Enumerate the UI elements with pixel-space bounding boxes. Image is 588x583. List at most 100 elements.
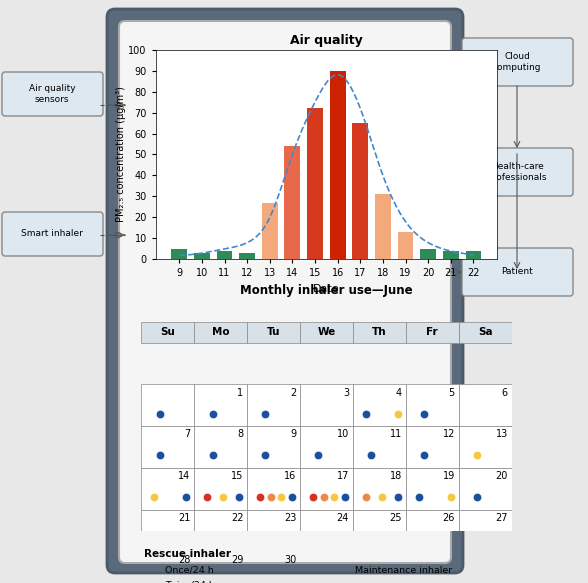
- Text: Rescue inhaler: Rescue inhaler: [143, 549, 230, 559]
- Bar: [353, 468, 406, 510]
- Bar: [141, 384, 194, 426]
- Text: 16: 16: [284, 471, 296, 481]
- Bar: [459, 510, 512, 552]
- Text: 10: 10: [337, 430, 349, 440]
- Bar: [330, 71, 346, 259]
- Bar: [406, 552, 459, 583]
- Bar: [459, 384, 512, 426]
- Text: 18: 18: [390, 471, 402, 481]
- Bar: [406, 468, 459, 510]
- Text: Fr: Fr: [426, 327, 438, 337]
- Bar: [420, 249, 436, 259]
- Text: Maintenance inhaler: Maintenance inhaler: [355, 566, 453, 575]
- Bar: [194, 426, 247, 468]
- Point: [208, 451, 218, 460]
- FancyBboxPatch shape: [462, 38, 573, 86]
- Text: Cloud
computing: Cloud computing: [493, 52, 541, 72]
- Point: [287, 493, 296, 502]
- FancyBboxPatch shape: [2, 212, 103, 256]
- Text: 14: 14: [178, 471, 191, 481]
- Point: [338, 566, 347, 575]
- Title: Air quality: Air quality: [290, 34, 363, 47]
- Text: 1: 1: [237, 388, 243, 398]
- Text: 17: 17: [337, 471, 349, 481]
- Text: Health-care
professionals: Health-care professionals: [487, 162, 547, 182]
- Text: Smart inhaler: Smart inhaler: [21, 230, 83, 238]
- Bar: [459, 468, 512, 510]
- Point: [155, 451, 164, 460]
- Bar: [194, 468, 247, 510]
- Text: 2: 2: [290, 388, 296, 398]
- Bar: [352, 123, 368, 259]
- Point: [260, 409, 270, 418]
- Bar: [247, 322, 300, 343]
- Bar: [141, 552, 194, 583]
- Text: 29: 29: [231, 555, 243, 565]
- Text: 11: 11: [390, 430, 402, 440]
- Bar: [262, 203, 278, 259]
- Text: 26: 26: [443, 513, 455, 523]
- Point: [340, 493, 349, 502]
- Text: 8: 8: [237, 430, 243, 440]
- Text: 13: 13: [496, 430, 508, 440]
- Bar: [353, 322, 406, 343]
- Bar: [247, 468, 300, 510]
- Bar: [141, 426, 194, 468]
- Point: [361, 409, 370, 418]
- Bar: [406, 426, 459, 468]
- Bar: [397, 232, 413, 259]
- Point: [472, 451, 482, 460]
- Text: We: We: [317, 327, 336, 337]
- Point: [308, 493, 318, 502]
- Bar: [239, 253, 255, 259]
- Text: 4: 4: [396, 388, 402, 398]
- Text: 30: 30: [284, 555, 296, 565]
- Bar: [194, 510, 247, 552]
- Bar: [300, 510, 353, 552]
- Point: [255, 493, 265, 502]
- Text: 21: 21: [178, 513, 191, 523]
- Bar: [375, 194, 391, 259]
- Bar: [443, 251, 459, 259]
- Bar: [353, 384, 406, 426]
- Text: 7: 7: [184, 430, 191, 440]
- Point: [208, 534, 218, 543]
- Point: [208, 409, 218, 418]
- Text: 5: 5: [449, 388, 455, 398]
- Bar: [141, 322, 194, 343]
- Text: 9: 9: [290, 430, 296, 440]
- FancyBboxPatch shape: [462, 148, 573, 196]
- Point: [219, 493, 228, 502]
- Text: 28: 28: [178, 555, 191, 565]
- Point: [419, 451, 429, 460]
- Text: 3: 3: [343, 388, 349, 398]
- Point: [260, 451, 270, 460]
- Text: 6: 6: [502, 388, 508, 398]
- Point: [149, 493, 159, 502]
- Bar: [459, 426, 512, 468]
- Bar: [141, 468, 194, 510]
- Bar: [216, 251, 232, 259]
- Point: [329, 493, 339, 502]
- Point: [414, 493, 423, 502]
- Bar: [353, 510, 406, 552]
- Bar: [247, 552, 300, 583]
- Point: [419, 409, 429, 418]
- Text: Once/24 h: Once/24 h: [165, 566, 213, 575]
- Bar: [307, 108, 323, 259]
- Text: 15: 15: [231, 471, 243, 481]
- Text: Su: Su: [160, 327, 175, 337]
- Bar: [300, 426, 353, 468]
- Point: [181, 493, 191, 502]
- Text: 20: 20: [496, 471, 508, 481]
- Point: [393, 493, 402, 502]
- Text: Monthly inhaler use—June: Monthly inhaler use—June: [240, 284, 413, 297]
- Bar: [194, 384, 247, 426]
- Point: [319, 493, 328, 502]
- Bar: [406, 510, 459, 552]
- Bar: [300, 322, 353, 343]
- Bar: [459, 322, 512, 343]
- Point: [361, 493, 370, 502]
- Bar: [406, 384, 459, 426]
- FancyBboxPatch shape: [462, 248, 573, 296]
